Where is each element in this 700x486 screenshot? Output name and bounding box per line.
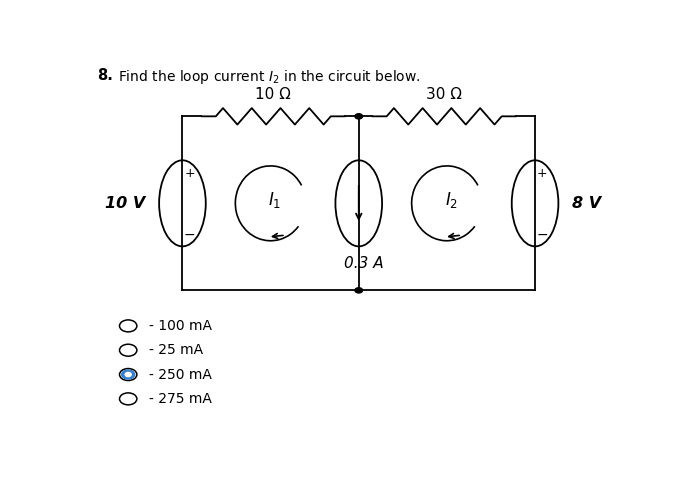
Text: 0.3 A: 0.3 A bbox=[344, 256, 384, 271]
Text: $I_1$: $I_1$ bbox=[268, 190, 281, 209]
Text: 10 V: 10 V bbox=[105, 196, 146, 211]
Text: $I_2$: $I_2$ bbox=[444, 190, 458, 209]
Text: Find the loop current $I_2$ in the circuit below.: Find the loop current $I_2$ in the circu… bbox=[118, 68, 421, 86]
Text: 10 Ω: 10 Ω bbox=[256, 87, 291, 102]
Circle shape bbox=[125, 372, 131, 377]
Text: −: − bbox=[536, 227, 548, 242]
Text: - 100 mA: - 100 mA bbox=[149, 319, 212, 333]
Text: 8.: 8. bbox=[97, 68, 113, 83]
Circle shape bbox=[355, 114, 363, 119]
Circle shape bbox=[122, 370, 134, 379]
Text: - 25 mA: - 25 mA bbox=[149, 343, 203, 357]
Text: - 250 mA: - 250 mA bbox=[149, 367, 211, 382]
Text: - 275 mA: - 275 mA bbox=[149, 392, 211, 406]
Circle shape bbox=[355, 288, 363, 293]
Text: 8 V: 8 V bbox=[572, 196, 601, 211]
Text: 30 Ω: 30 Ω bbox=[426, 87, 462, 102]
Text: −: − bbox=[183, 227, 195, 242]
Text: +: + bbox=[537, 167, 547, 180]
Text: +: + bbox=[184, 167, 195, 180]
